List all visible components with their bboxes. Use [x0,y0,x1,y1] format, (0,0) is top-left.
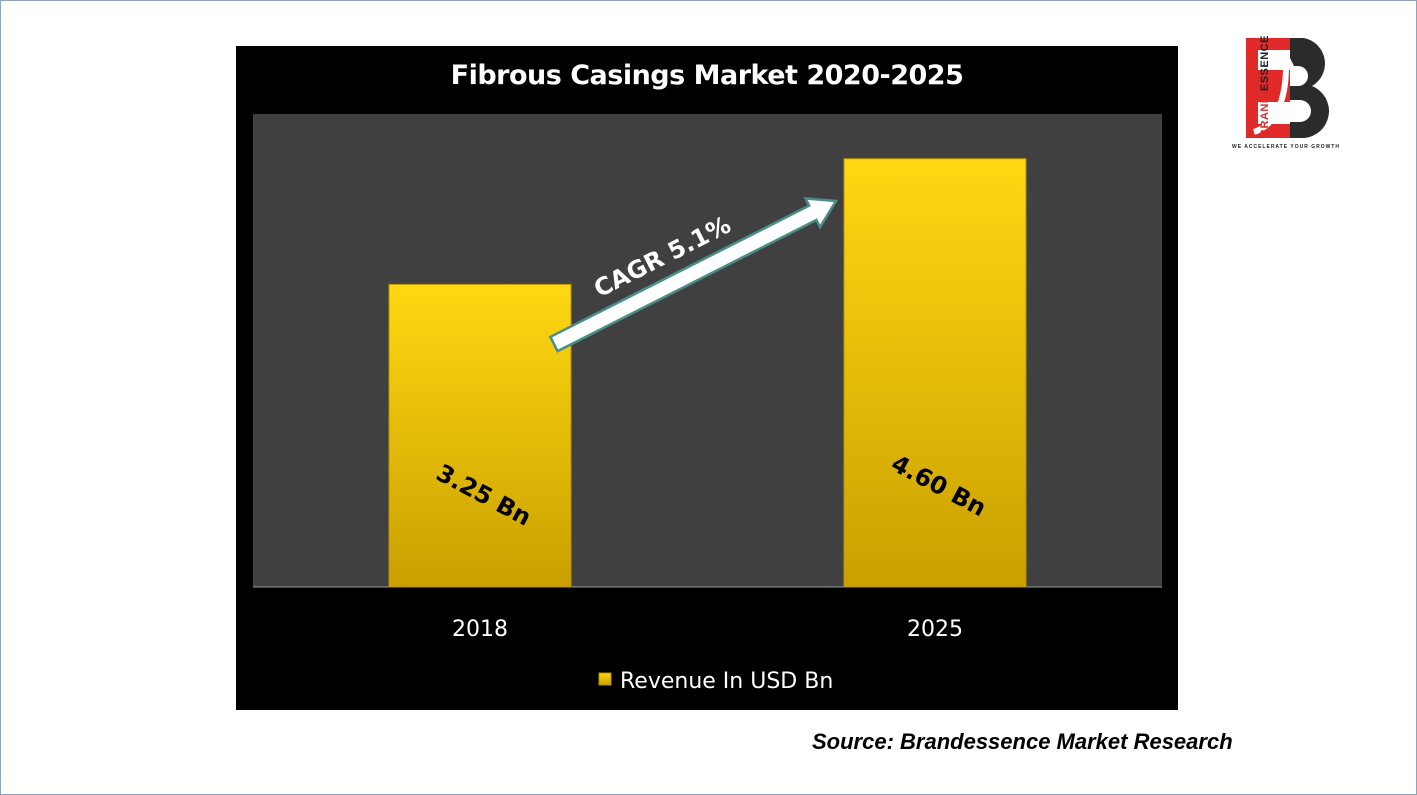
bar-2025 [843,158,1027,588]
logo-side-text: BRAND ESSENCE [1259,35,1271,137]
logo-word-essence: ESSENCE [1258,35,1271,92]
x-tick-label-2018: 2018 [452,617,508,642]
cagr-arrow [548,197,839,353]
legend-label: Revenue In USD Bn [620,669,833,694]
bar-2018 [388,283,572,588]
logo-word-brand: BRAND [1258,94,1271,137]
logo-tagline: WE ACCELERATE YOUR GROWTH [1232,144,1340,150]
chart-title: Fibrous Casings Market 2020-2025 [450,60,964,91]
brand-logo-icon [1246,38,1329,138]
brand-logo: BRAND ESSENCE WE ACCELERATE YOUR GROWTH [1228,35,1340,154]
chart-panel: Fibrous Casings Market 2020-2025 3.25 Bn… [236,46,1178,710]
source-caption: Source: Brandessence Market Research [812,729,1233,754]
legend-swatch [598,672,612,686]
x-tick-label-2025: 2025 [907,617,963,642]
